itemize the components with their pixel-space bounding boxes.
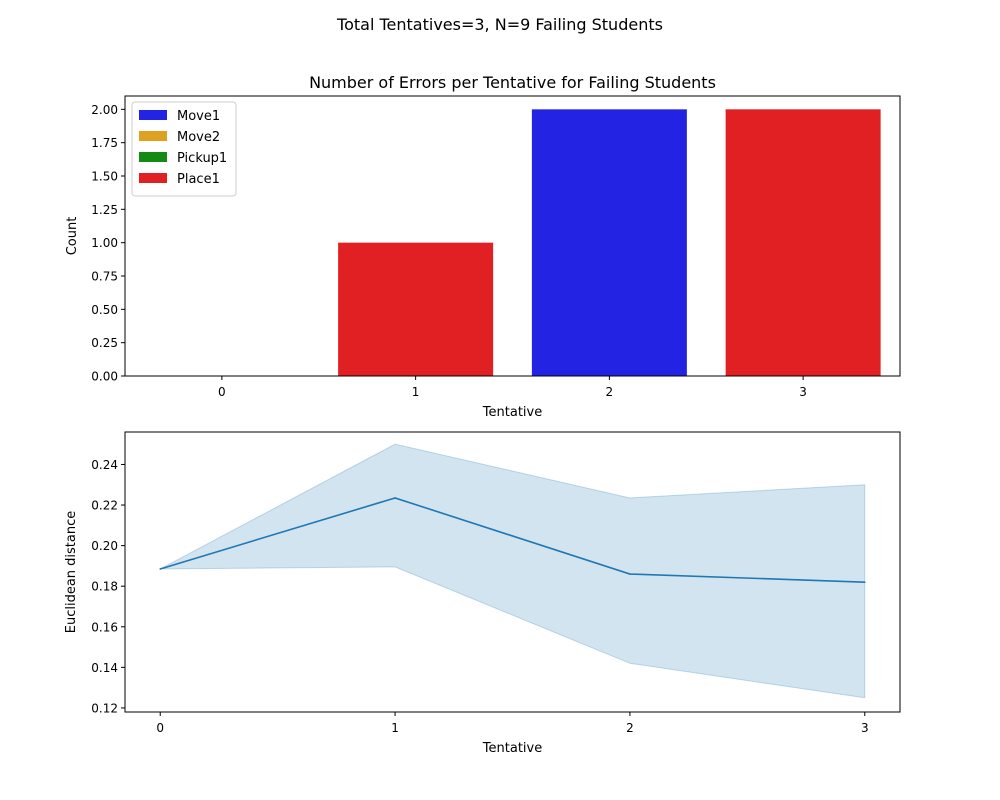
bar-ytick-label: 1.00 (91, 236, 118, 250)
legend-swatch-pickup1 (139, 152, 167, 162)
bar-chart-ylabel: Count (65, 217, 80, 256)
bar-ytick-label: 0.25 (91, 336, 118, 350)
line-ytick-label: 0.22 (91, 499, 118, 513)
bar-ytick-label: 0.50 (91, 303, 118, 317)
bar-chart-ticks: 0.00 0.25 0.50 0.75 1.00 1.25 1.50 1.75 2.00 0 1 2 3 (91, 103, 807, 399)
line-point-3 (863, 581, 866, 583)
bar-xtick-label: 1 (412, 385, 420, 399)
line-ytick-label: 0.12 (91, 701, 118, 715)
mean-line (159, 497, 865, 583)
legend-label-pickup1: Pickup1 (177, 151, 227, 166)
line-ytick-label: 0.24 (91, 458, 118, 472)
bar-ytick-label: 1.50 (91, 170, 118, 184)
bar-chart-bars (338, 109, 881, 376)
line-chart-ylabel: Euclidean distance (64, 511, 79, 634)
bar-ytick-label: 2.00 (91, 103, 118, 117)
legend-box (131, 101, 237, 197)
bar-xtick-label: 2 (606, 385, 614, 399)
legend-swatch-place1 (139, 173, 167, 183)
line-ytick-label: 0.16 (91, 620, 118, 634)
line-xtick-label: 1 (391, 721, 399, 735)
legend-label-place1: Place1 (177, 172, 220, 187)
bar-chart-xlabel: Tentative (482, 405, 542, 420)
line-chart-xlabel: Tentative (482, 741, 542, 756)
line-chart-plot (159, 443, 866, 699)
line-point-0 (159, 568, 162, 570)
line-chart: 0.12 0.14 0.16 0.18 0.20 0.22 0.24 0 1 2 3 Tentati… (64, 431, 901, 756)
line-ytick-label: 0.14 (91, 661, 118, 675)
bar-ytick-label: 0.75 (91, 270, 118, 284)
bar-chart-frame (124, 95, 901, 377)
line-xtick-label: 3 (861, 721, 869, 735)
bar-chart-title: Number of Errors per Tentative for Faili… (309, 73, 716, 92)
bar-place1-1 (338, 242, 494, 376)
figure-suptitle: Total Tentatives=3, N=9 Failing Students (336, 15, 663, 34)
legend-label-move2: Move2 (177, 130, 220, 145)
line-point-1 (394, 497, 396, 499)
bar-xtick-label: 3 (799, 385, 807, 399)
line-point-2 (629, 573, 631, 575)
bar-place1-3 (725, 109, 881, 376)
bar-ytick-label: 0.00 (91, 370, 118, 384)
bar-xtick-label: 0 (218, 385, 226, 399)
bar-chart-legend: Move1 Move2 Pickup1 Place1 (131, 101, 237, 197)
line-ytick-label: 0.20 (91, 539, 118, 553)
bar-chart: Number of Errors per Tentative for Faili… (65, 73, 901, 420)
confidence-band (159, 443, 866, 699)
legend-swatch-move2 (139, 131, 167, 141)
bar-ytick-label: 1.25 (91, 203, 118, 217)
legend-swatch-move1 (139, 110, 167, 120)
line-chart-frame (124, 431, 901, 713)
line-xtick-label: 2 (626, 721, 634, 735)
legend-label-move1: Move1 (177, 109, 220, 124)
line-xtick-label: 0 (156, 721, 164, 735)
bar-ytick-label: 1.75 (91, 136, 118, 150)
bar-move1-2 (531, 109, 687, 376)
line-ytick-label: 0.18 (91, 580, 118, 594)
line-chart-ticks: 0.12 0.14 0.16 0.18 0.20 0.22 0.24 0 1 2 3 (91, 458, 868, 735)
